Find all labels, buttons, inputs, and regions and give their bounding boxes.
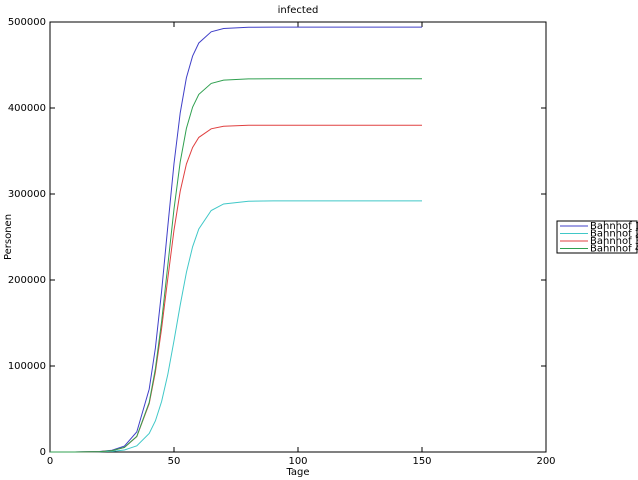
y-tick-label: 0 bbox=[40, 447, 46, 458]
x-axis-label: Tage bbox=[285, 467, 309, 478]
y-tick-label: 200000 bbox=[8, 275, 46, 286]
legend-label: Bahnhof 3 bbox=[590, 236, 638, 247]
y-axis-label: Personen bbox=[3, 214, 14, 260]
x-tick-label: 150 bbox=[412, 456, 431, 467]
legend-label: Bahnhof 1 bbox=[590, 221, 638, 232]
x-tick-label: 50 bbox=[168, 456, 181, 467]
plot-frame bbox=[49, 21, 547, 453]
data-line bbox=[49, 26, 422, 453]
data-line bbox=[49, 78, 422, 453]
chart-title: infected bbox=[278, 5, 319, 16]
legend-label: Bahnhof 4 bbox=[590, 244, 638, 255]
y-tick-label: 300000 bbox=[8, 189, 46, 200]
legend-label: Bahnhof 2 bbox=[590, 229, 638, 240]
data-line bbox=[49, 124, 422, 453]
y-tick-label: 100000 bbox=[8, 361, 46, 372]
y-tick-label: 500000 bbox=[8, 17, 46, 28]
data-line bbox=[49, 200, 422, 453]
x-tick-label: 0 bbox=[47, 456, 53, 467]
x-tick-label: 100 bbox=[288, 456, 307, 467]
x-tick-label: 200 bbox=[536, 456, 555, 467]
y-tick-label: 400000 bbox=[8, 103, 46, 114]
